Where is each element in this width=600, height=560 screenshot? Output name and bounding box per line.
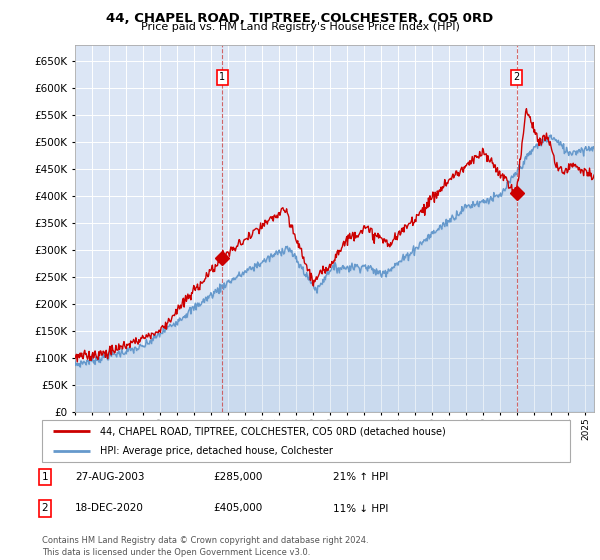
Text: 1: 1	[219, 72, 225, 82]
Text: 2: 2	[514, 72, 520, 82]
Text: 44, CHAPEL ROAD, TIPTREE, COLCHESTER, CO5 0RD (detached house): 44, CHAPEL ROAD, TIPTREE, COLCHESTER, CO…	[100, 426, 446, 436]
Text: 44, CHAPEL ROAD, TIPTREE, COLCHESTER, CO5 0RD: 44, CHAPEL ROAD, TIPTREE, COLCHESTER, CO…	[106, 12, 494, 25]
Text: 21% ↑ HPI: 21% ↑ HPI	[333, 472, 388, 482]
Text: £285,000: £285,000	[213, 472, 262, 482]
Text: Price paid vs. HM Land Registry's House Price Index (HPI): Price paid vs. HM Land Registry's House …	[140, 22, 460, 32]
Text: 2: 2	[41, 503, 49, 514]
FancyBboxPatch shape	[42, 420, 570, 462]
Text: 18-DEC-2020: 18-DEC-2020	[75, 503, 144, 514]
Text: HPI: Average price, detached house, Colchester: HPI: Average price, detached house, Colc…	[100, 446, 333, 456]
Text: 27-AUG-2003: 27-AUG-2003	[75, 472, 145, 482]
Text: 1: 1	[41, 472, 49, 482]
Text: 11% ↓ HPI: 11% ↓ HPI	[333, 503, 388, 514]
Text: £405,000: £405,000	[213, 503, 262, 514]
Text: Contains HM Land Registry data © Crown copyright and database right 2024.
This d: Contains HM Land Registry data © Crown c…	[42, 536, 368, 557]
